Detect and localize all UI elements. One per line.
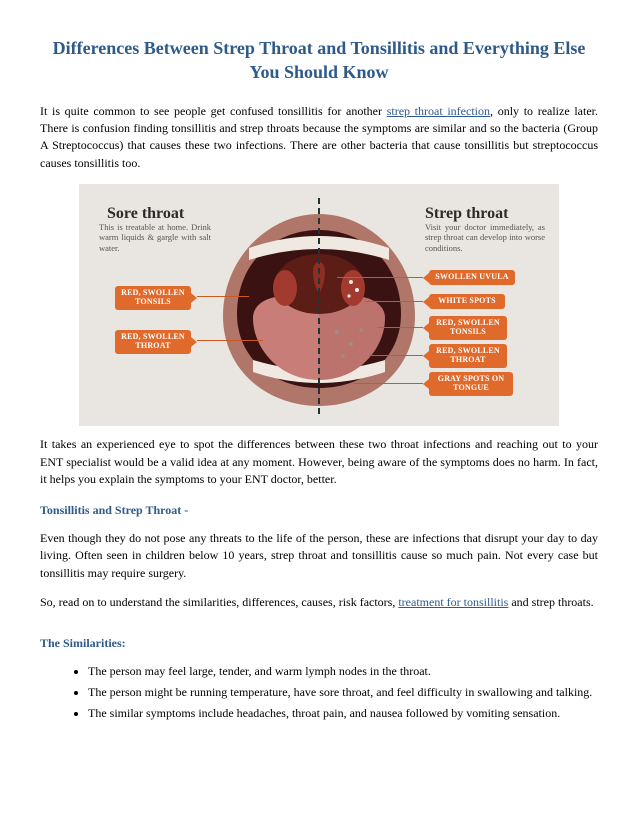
section-heading-1: Tonsillitis and Strep Throat - xyxy=(40,502,598,519)
center-divider xyxy=(318,198,320,414)
p4a: So, read on to understand the similariti… xyxy=(40,595,398,609)
sore-throat-subtitle: This is treatable at home. Drink warm li… xyxy=(99,222,211,253)
paragraph-3: Even though they do not pose any threats… xyxy=(40,530,598,582)
list-item: The person may feel large, tender, and w… xyxy=(88,663,598,680)
symptom-tag: SWOLLEN UVULA xyxy=(429,270,515,285)
leader-line xyxy=(353,383,423,384)
leader-line xyxy=(377,327,423,328)
symptom-tag: RED, SWOLLEN TONSILS xyxy=(429,316,507,340)
leader-line xyxy=(337,277,423,278)
leader-line xyxy=(369,355,423,356)
similarities-list: The person may feel large, tender, and w… xyxy=(40,663,598,723)
leader-line xyxy=(365,301,423,302)
strep-throat-subtitle: Visit your doctor immediately, as strep … xyxy=(425,222,545,253)
symptom-tag: WHITE SPOTS xyxy=(429,294,505,309)
leader-line xyxy=(197,296,249,297)
symptom-tag: GRAY SPOTS ON TONGUE xyxy=(429,372,513,396)
symptom-tag: RED, SWOLLEN TONSILS xyxy=(115,286,191,310)
page-title: Differences Between Strep Throat and Ton… xyxy=(40,36,598,85)
strep-infection-link[interactable]: strep throat infection xyxy=(387,104,490,118)
leader-line xyxy=(197,340,263,341)
p4b: and strep throats. xyxy=(508,595,593,609)
treatment-link[interactable]: treatment for tonsillitis xyxy=(398,595,508,609)
section-heading-2: The Similarities: xyxy=(40,635,598,652)
list-item: The person might be running temperature,… xyxy=(88,684,598,701)
symptom-tag: RED, SWOLLEN THROAT xyxy=(115,330,191,354)
throat-infographic: Sore throat This is treatable at home. D… xyxy=(79,184,559,426)
paragraph-4: So, read on to understand the similariti… xyxy=(40,594,598,611)
symptom-tag: RED, SWOLLEN THROAT xyxy=(429,344,507,368)
intro-paragraph: It is quite common to see people get con… xyxy=(40,103,598,173)
p1a: It is quite common to see people get con… xyxy=(40,104,387,118)
list-item: The similar symptoms include headaches, … xyxy=(88,705,598,722)
paragraph-2: It takes an experienced eye to spot the … xyxy=(40,436,598,488)
